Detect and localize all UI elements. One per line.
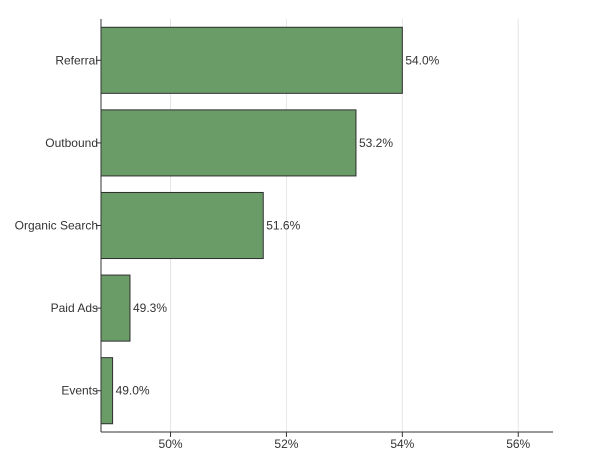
category-label: Outbound — [45, 136, 98, 150]
value-label: 51.6% — [266, 219, 300, 233]
bar — [100, 357, 114, 425]
value-label: 54.0% — [405, 53, 439, 67]
category-label: Paid Ads — [51, 301, 98, 315]
bar — [100, 109, 357, 177]
category-label: Referral — [55, 53, 98, 67]
x-tick-label: 54% — [390, 437, 414, 451]
x-tick-label: 52% — [274, 437, 298, 451]
value-label: 49.0% — [116, 384, 150, 398]
bar — [100, 26, 403, 94]
x-tick-label: 50% — [159, 437, 183, 451]
labels: 50% 52% 54% 56% Referral 54.0% Outbound 53.2% Or… — [15, 53, 531, 451]
bars — [100, 26, 403, 425]
axes — [96, 19, 553, 437]
category-label: Organic Search — [15, 219, 98, 233]
value-label: 49.3% — [133, 301, 167, 315]
x-tick-label: 56% — [506, 437, 530, 451]
category-label: Events — [61, 384, 98, 398]
bar — [100, 274, 131, 342]
bar — [100, 191, 264, 260]
value-label: 53.2% — [359, 136, 393, 150]
